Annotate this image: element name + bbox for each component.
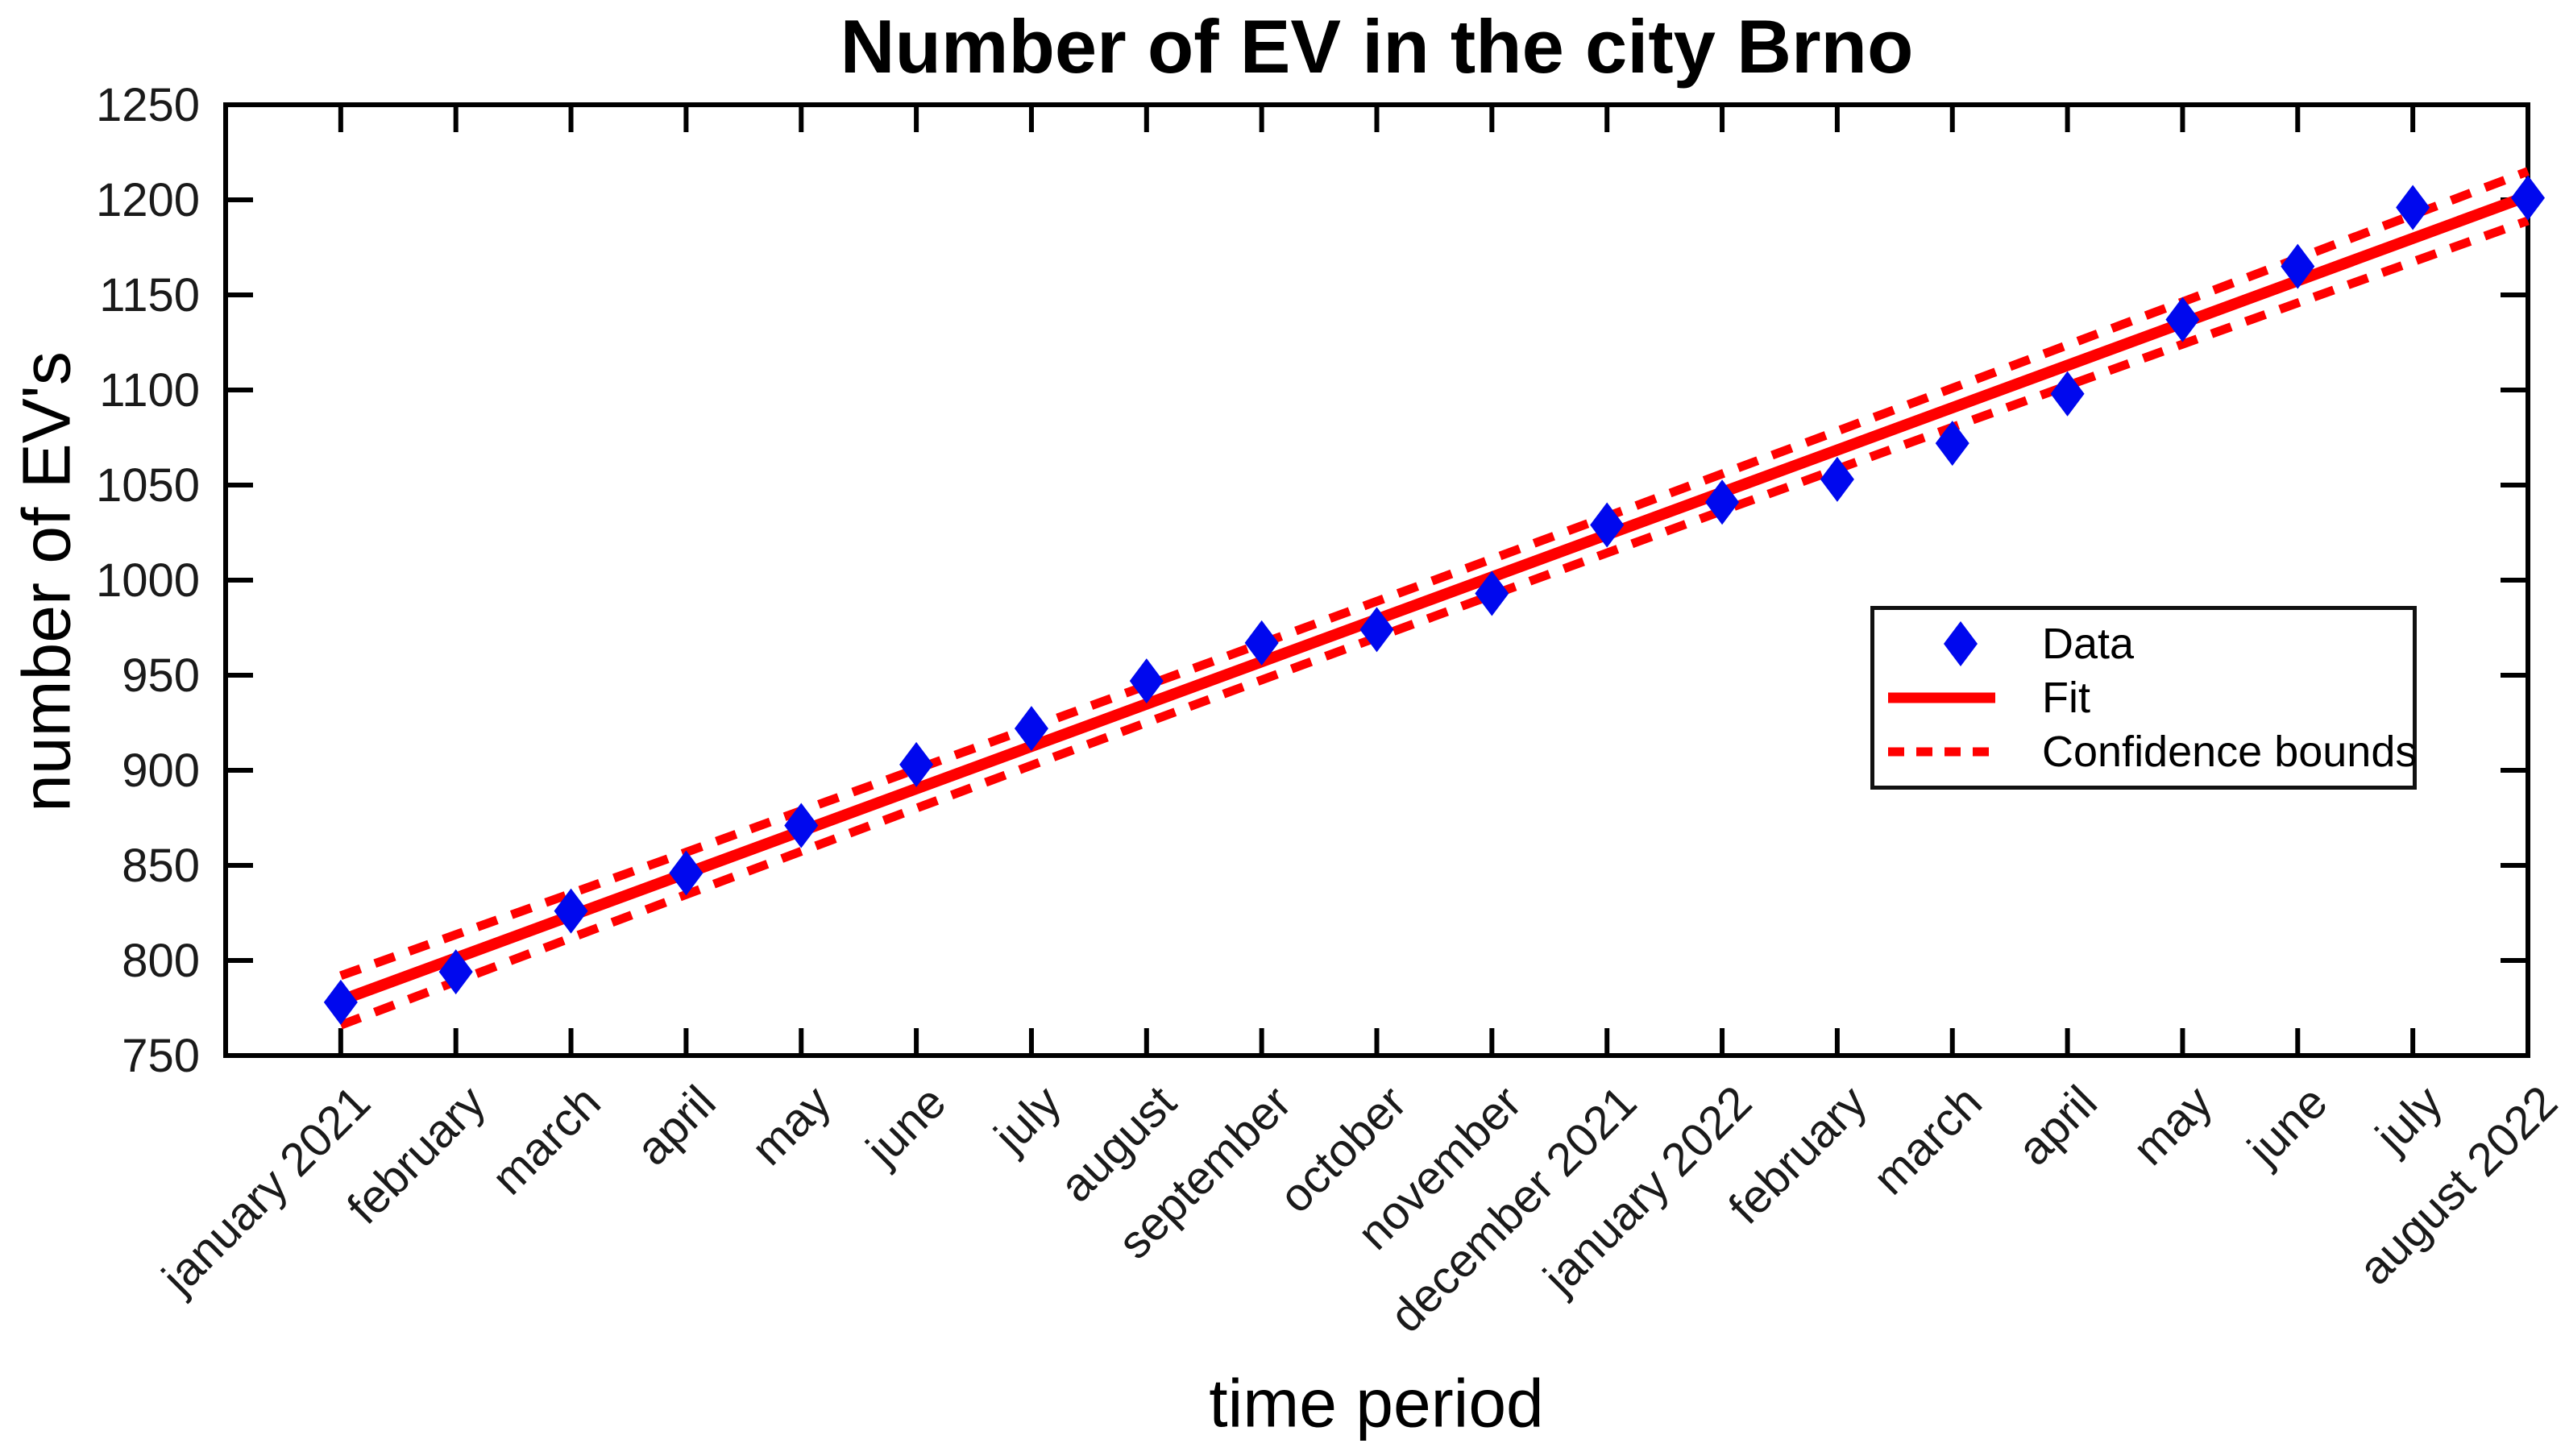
data-point <box>784 803 819 848</box>
red-solid-line-icon <box>1888 692 1995 703</box>
fit-line <box>338 190 2530 1006</box>
legend-row-confidence: Confidence bounds <box>1874 726 2417 778</box>
y-tick-label: 1250 <box>96 79 200 131</box>
legend-label-fit: Fit <box>2042 673 2090 722</box>
x-tick-label: june <box>855 1076 956 1176</box>
y-tick-label: 1050 <box>96 459 200 512</box>
axes-box <box>223 102 2530 1058</box>
data-point <box>2281 243 2315 289</box>
confidence-upper-line <box>339 167 2530 981</box>
data-point <box>323 979 358 1025</box>
chart-title: Number of EV in the city Brno <box>840 4 1914 89</box>
legend-label-confidence: Confidence bounds <box>2042 728 2418 777</box>
y-tick-label: 1000 <box>96 554 200 607</box>
x-tick-label: august 2022 <box>2348 1076 2565 1295</box>
data-point <box>2396 185 2430 230</box>
x-axis-label: time period <box>1209 1365 1544 1441</box>
legend-row-fit: Fit <box>1874 672 2413 724</box>
y-tick-label: 900 <box>122 745 200 797</box>
data-point <box>2165 297 2200 342</box>
y-tick-label: 750 <box>122 1030 200 1082</box>
legend-marker-data <box>1944 620 1978 666</box>
blue-diamond-icon <box>1944 620 1978 666</box>
x-tick-label: may <box>741 1076 840 1175</box>
legend-row-data: Data <box>1874 618 2413 670</box>
x-tick-label: may <box>2123 1076 2222 1175</box>
legend-label-data: Data <box>2042 619 2135 668</box>
x-tick-label: july <box>983 1076 1071 1164</box>
red-dotted-line-icon <box>1888 747 1995 757</box>
x-tick-label: april <box>626 1076 725 1175</box>
data-point <box>899 741 934 787</box>
data-point <box>2511 175 2545 221</box>
data-point <box>2050 371 2085 417</box>
data-point <box>1935 421 1969 467</box>
data-point <box>1705 479 1740 525</box>
x-tick-label: april <box>2007 1076 2106 1175</box>
y-tick-label: 1100 <box>99 364 200 417</box>
confidence-lower-line <box>338 216 2530 1030</box>
data-point <box>1129 658 1164 704</box>
data-point <box>1590 502 1625 548</box>
data-point <box>554 888 588 934</box>
x-tick-label: june <box>2237 1076 2338 1176</box>
y-tick-label: 800 <box>122 935 200 987</box>
legend: Data Fit Confidence bounds <box>1870 606 2417 790</box>
data-point <box>1244 620 1279 666</box>
data-point <box>1475 570 1509 616</box>
data-point <box>1820 456 1854 502</box>
y-tick-label: 950 <box>122 649 200 702</box>
x-tick-label: july <box>2364 1076 2452 1164</box>
y-tick-label: 850 <box>122 840 200 892</box>
y-tick-label: 1200 <box>96 174 200 226</box>
data-point <box>438 949 473 995</box>
x-tick-label: march <box>1863 1076 1992 1205</box>
y-tick-label: 1150 <box>99 269 200 321</box>
x-tick-label: march <box>482 1076 611 1205</box>
data-point <box>1014 706 1048 752</box>
data-point <box>669 850 704 896</box>
data-point <box>1359 607 1394 653</box>
